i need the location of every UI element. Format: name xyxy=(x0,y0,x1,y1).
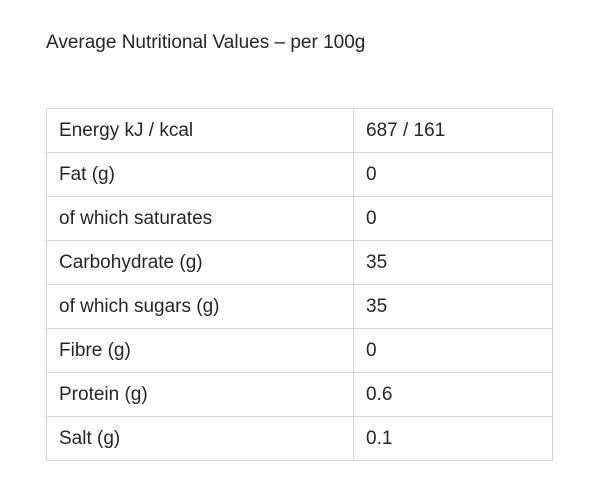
row-label: Fat (g) xyxy=(46,152,354,197)
row-label: Carbohydrate (g) xyxy=(46,240,354,285)
table-row-carbohydrate: Carbohydrate (g) 35 xyxy=(46,240,553,285)
row-label: Energy kJ / kcal xyxy=(46,108,354,153)
nutrition-table: Energy kJ / kcal 687 / 161 Fat (g) 0 of … xyxy=(46,108,553,461)
row-label: Fibre (g) xyxy=(46,328,354,373)
row-value: 687 / 161 xyxy=(353,108,553,153)
row-value: 35 xyxy=(353,284,553,329)
row-label: of which saturates xyxy=(46,196,354,241)
row-value: 0.1 xyxy=(353,416,553,461)
table-row-energy: Energy kJ / kcal 687 / 161 xyxy=(46,108,553,153)
table-row-salt: Salt (g) 0.1 xyxy=(46,416,553,461)
row-value: 0 xyxy=(353,152,553,197)
table-row-sugars: of which sugars (g) 35 xyxy=(46,284,553,329)
table-row-fat: Fat (g) 0 xyxy=(46,152,553,197)
row-value: 0.6 xyxy=(353,372,553,417)
row-label: Salt (g) xyxy=(46,416,354,461)
table-row-protein: Protein (g) 0.6 xyxy=(46,372,553,417)
nutrition-heading: Average Nutritional Values – per 100g xyxy=(46,32,366,53)
row-value: 0 xyxy=(353,328,553,373)
table-row-saturates: of which saturates 0 xyxy=(46,196,553,241)
row-value: 0 xyxy=(353,196,553,241)
row-value: 35 xyxy=(353,240,553,285)
table-row-fibre: Fibre (g) 0 xyxy=(46,328,553,373)
row-label: Protein (g) xyxy=(46,372,354,417)
row-label: of which sugars (g) xyxy=(46,284,354,329)
